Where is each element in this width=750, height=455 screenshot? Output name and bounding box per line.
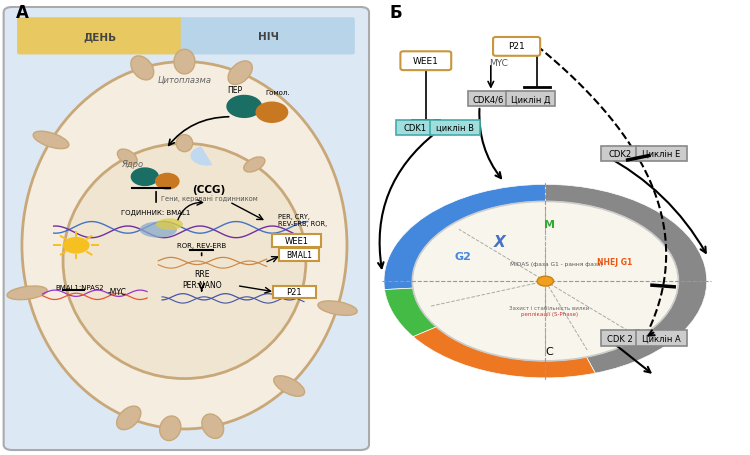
- Text: G2: G2: [454, 251, 471, 261]
- Ellipse shape: [256, 102, 288, 124]
- FancyBboxPatch shape: [469, 92, 509, 107]
- Text: RRE: RRE: [194, 269, 209, 278]
- Text: Циклін A: Циклін A: [642, 334, 681, 343]
- Text: ROR, REV-ERB: ROR, REV-ERB: [177, 243, 226, 249]
- Text: PER, CRY,
REV-ERB, ROR,: PER, CRY, REV-ERB, ROR,: [278, 214, 327, 227]
- Ellipse shape: [160, 416, 181, 440]
- Text: C: C: [545, 347, 553, 357]
- Wedge shape: [190, 147, 212, 166]
- Wedge shape: [545, 185, 706, 374]
- FancyBboxPatch shape: [602, 147, 639, 162]
- Ellipse shape: [156, 219, 183, 231]
- Ellipse shape: [244, 157, 265, 172]
- Ellipse shape: [22, 62, 347, 429]
- Wedge shape: [413, 327, 596, 378]
- Ellipse shape: [202, 414, 223, 439]
- FancyBboxPatch shape: [273, 286, 316, 298]
- Ellipse shape: [274, 376, 304, 396]
- Ellipse shape: [131, 57, 154, 81]
- Text: WEE1: WEE1: [284, 236, 308, 245]
- Text: P21: P21: [508, 42, 524, 51]
- Text: Циклін Д: Циклін Д: [511, 95, 550, 104]
- Ellipse shape: [174, 50, 195, 75]
- Text: PER:NANO: PER:NANO: [182, 280, 221, 289]
- Text: CDK 2: CDK 2: [608, 334, 633, 343]
- Ellipse shape: [176, 135, 193, 152]
- Text: ПЕР: ПЕР: [228, 86, 243, 95]
- FancyBboxPatch shape: [430, 121, 479, 136]
- Text: реплікації (S-Phase): реплікації (S-Phase): [520, 311, 578, 316]
- Text: X: X: [494, 234, 506, 249]
- Text: ДЕНЬ: ДЕНЬ: [83, 32, 116, 42]
- Text: P21: P21: [286, 288, 302, 297]
- Text: Циклін Е: Циклін Е: [643, 150, 681, 159]
- Ellipse shape: [155, 173, 179, 190]
- FancyBboxPatch shape: [272, 234, 321, 248]
- Ellipse shape: [7, 286, 47, 300]
- Text: циклін В: циклін В: [436, 124, 474, 133]
- Ellipse shape: [118, 150, 137, 166]
- Ellipse shape: [63, 144, 306, 379]
- Ellipse shape: [33, 132, 69, 149]
- FancyBboxPatch shape: [17, 18, 184, 56]
- Text: CDK1: CDK1: [403, 124, 426, 133]
- Circle shape: [413, 202, 678, 361]
- FancyBboxPatch shape: [4, 8, 369, 450]
- Text: Гомол.: Гомол.: [266, 90, 290, 96]
- Text: Б: Б: [390, 4, 403, 22]
- FancyBboxPatch shape: [396, 121, 433, 136]
- Text: Гени, керовані годинником: Гени, керовані годинником: [160, 194, 257, 202]
- FancyBboxPatch shape: [602, 331, 639, 346]
- Ellipse shape: [140, 222, 177, 238]
- Text: M: M: [544, 219, 554, 229]
- Text: BMAL1:NPAS2: BMAL1:NPAS2: [56, 284, 104, 290]
- Circle shape: [537, 277, 554, 287]
- FancyBboxPatch shape: [181, 18, 355, 56]
- Wedge shape: [385, 288, 436, 337]
- Ellipse shape: [318, 301, 357, 316]
- Ellipse shape: [228, 62, 252, 85]
- FancyBboxPatch shape: [400, 52, 451, 71]
- Text: MIDAS (фаза G1 - рання фаза): MIDAS (фаза G1 - рання фаза): [510, 261, 603, 266]
- Text: BMAL1: BMAL1: [286, 251, 312, 260]
- Ellipse shape: [130, 168, 159, 187]
- Text: (CCG): (CCG): [193, 185, 226, 195]
- Ellipse shape: [117, 406, 141, 430]
- Text: CDK2: CDK2: [608, 150, 631, 159]
- Text: Цитоплазма: Цитоплазма: [158, 76, 212, 85]
- Text: CDK4/6: CDK4/6: [473, 95, 504, 104]
- FancyBboxPatch shape: [278, 249, 319, 261]
- FancyBboxPatch shape: [636, 147, 687, 162]
- FancyBboxPatch shape: [636, 331, 687, 346]
- FancyBboxPatch shape: [506, 92, 555, 107]
- Wedge shape: [384, 185, 545, 290]
- FancyBboxPatch shape: [493, 38, 540, 57]
- Text: NHEJ G1: NHEJ G1: [597, 258, 632, 267]
- Text: ГОДИННИК: BMAL1: ГОДИННИК: BMAL1: [122, 209, 190, 215]
- Text: MYC: MYC: [489, 59, 508, 68]
- Text: Захист і стабільність вилки: Захист і стабільність вилки: [509, 305, 590, 310]
- Text: А: А: [16, 4, 29, 22]
- Circle shape: [64, 238, 88, 253]
- Text: -MYC: -MYC: [108, 287, 127, 296]
- Ellipse shape: [226, 96, 262, 119]
- Text: Ядро: Ядро: [121, 159, 143, 168]
- Text: WEE1: WEE1: [413, 56, 439, 66]
- Text: НІЧ: НІЧ: [258, 32, 279, 42]
